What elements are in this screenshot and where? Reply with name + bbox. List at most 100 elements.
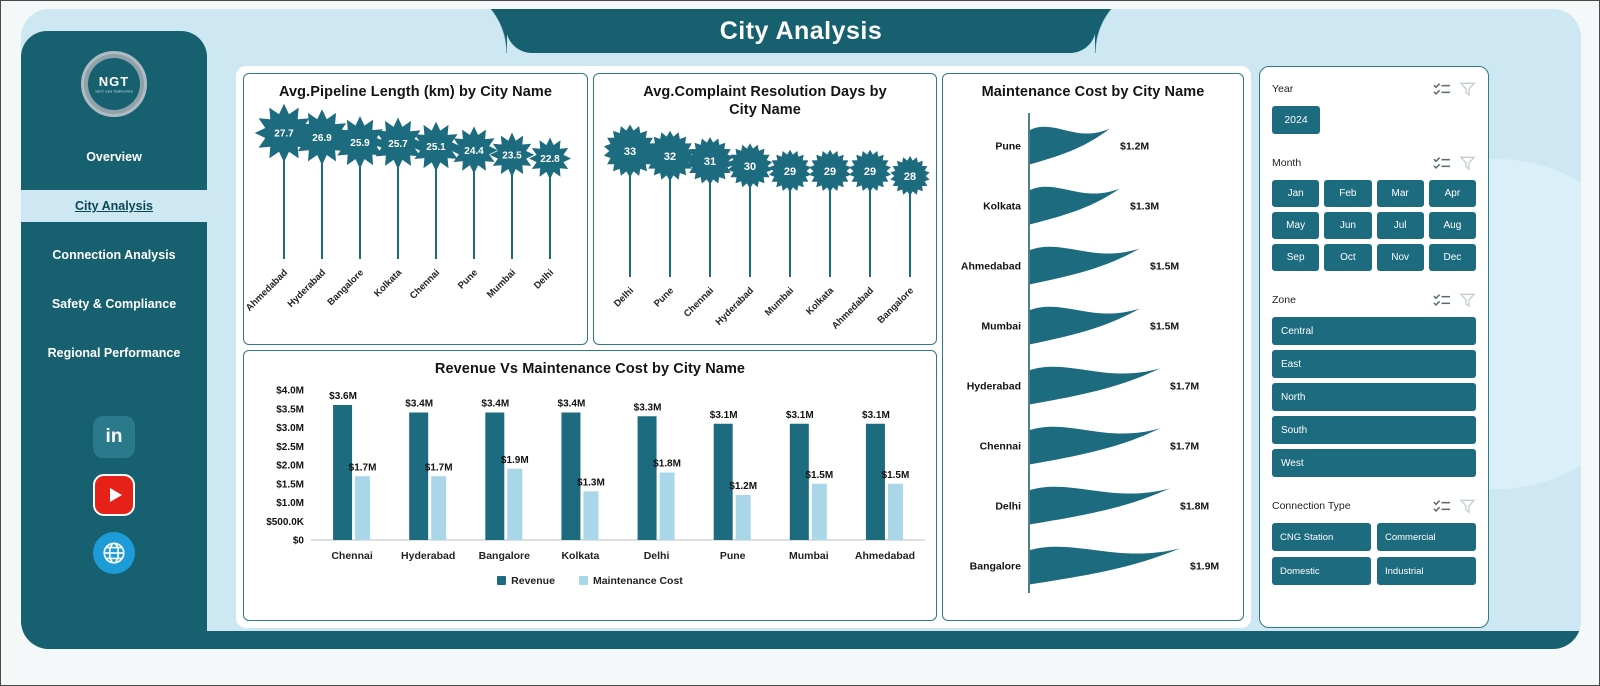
clear-filter-icon[interactable] — [1459, 155, 1476, 171]
y-tick-label: $1.0M — [276, 498, 304, 509]
value-label: $1.7M — [1170, 441, 1199, 453]
youtube-icon[interactable] — [93, 474, 135, 516]
maintenance-label: $1.7M — [349, 462, 377, 473]
linkedin-icon[interactable]: in — [93, 416, 135, 458]
month-option-sep[interactable]: Sep — [1272, 244, 1320, 271]
connection_type-option-domestic[interactable]: Domestic — [1272, 557, 1371, 585]
month-option-jan[interactable]: Jan — [1272, 180, 1320, 207]
star-marker[interactable] — [294, 109, 350, 166]
connection_type-option-commercial[interactable]: Commercial — [1377, 523, 1476, 551]
maintenance-bar[interactable] — [583, 491, 599, 541]
burst-marker[interactable] — [890, 156, 930, 197]
burst-marker[interactable] — [727, 143, 773, 189]
burst-marker[interactable] — [769, 149, 811, 193]
maintenance-bar[interactable] — [811, 483, 827, 541]
category-label: Ahmedabad — [961, 261, 1021, 273]
burst-marker[interactable] — [686, 137, 734, 186]
month-option-oct[interactable]: Oct — [1324, 244, 1372, 271]
maintenance-bar[interactable] — [431, 476, 447, 541]
clear-filter-icon[interactable] — [1459, 292, 1476, 308]
multi-select-icon[interactable] — [1432, 498, 1451, 514]
maintenance-label: $1.8M — [653, 459, 681, 470]
zone-option-central[interactable]: Central — [1272, 317, 1476, 345]
multi-select-icon[interactable] — [1432, 81, 1451, 97]
month-option-jul[interactable]: Jul — [1376, 212, 1424, 239]
zone-option-east[interactable]: East — [1272, 350, 1476, 378]
revenue-label: $3.6M — [329, 391, 357, 402]
revenue-label: $3.4M — [558, 399, 586, 410]
month-option-nov[interactable]: Nov — [1376, 244, 1424, 271]
zone-option-west[interactable]: West — [1272, 449, 1476, 477]
revenue-bar[interactable] — [561, 412, 581, 541]
zone-option-south[interactable]: South — [1272, 416, 1476, 444]
maintenance-cost-title: Maintenance Cost by City Name — [981, 84, 1205, 100]
month-option-may[interactable]: May — [1272, 212, 1320, 239]
star-marker[interactable] — [529, 137, 571, 180]
revenue-bar[interactable] — [865, 423, 885, 541]
category-label: Delhi — [644, 550, 670, 562]
revenue-bar[interactable] — [409, 412, 429, 541]
revenue-bar[interactable] — [485, 412, 505, 541]
month-option-apr[interactable]: Apr — [1428, 180, 1476, 207]
maintenance-bar[interactable] — [659, 472, 675, 541]
multi-select-icon[interactable] — [1432, 155, 1451, 171]
connection_type-option-industrial[interactable]: Industrial — [1377, 557, 1476, 585]
maintenance-bar[interactable] — [735, 495, 751, 541]
sidebar-nav: Overview City Analysis Connection Analysis… — [21, 141, 207, 386]
maintenance-label: $1.3M — [577, 477, 605, 488]
month-option-jun[interactable]: Jun — [1324, 212, 1372, 239]
revenue-bar[interactable] — [333, 405, 353, 541]
burst-marker[interactable] — [809, 149, 851, 193]
maintenance-label: $1.9M — [501, 455, 529, 466]
revenue-bar[interactable] — [713, 423, 733, 541]
burst-marker[interactable] — [603, 124, 657, 178]
value-label: $1.5M — [1150, 261, 1179, 273]
category-label: Pune — [995, 141, 1021, 153]
sidebar-item-city-analysis[interactable]: City Analysis — [21, 190, 207, 222]
star-marker[interactable] — [333, 116, 387, 169]
legend-item-maintenance-cost[interactable]: Maintenance Cost — [578, 575, 683, 587]
zone-option-north[interactable]: North — [1272, 383, 1476, 411]
maintenance-wave-svg: Pune $1.2M Kolkata $1.3M Ahmedabad $1.5M Mumba… — [961, 113, 1219, 594]
sidebar-item-regional-performance[interactable]: Regional Performance — [47, 346, 181, 360]
wave-shape[interactable] — [1030, 546, 1180, 585]
month-option-feb[interactable]: Feb — [1324, 180, 1372, 207]
sidebar-item-overview[interactable]: Overview — [86, 150, 142, 164]
wave-shape[interactable] — [1030, 246, 1140, 285]
wave-shape[interactable] — [1030, 426, 1160, 465]
star-marker[interactable] — [372, 117, 424, 170]
wave-shape[interactable] — [1030, 486, 1170, 525]
burst-marker[interactable] — [849, 149, 891, 193]
maintenance-bar[interactable] — [355, 476, 371, 541]
clear-filter-icon[interactable] — [1459, 498, 1476, 514]
sidebar-item-safety-compliance[interactable]: Safety & Compliance — [51, 297, 177, 311]
wave-shape[interactable] — [1030, 306, 1140, 345]
year-option-2024[interactable]: 2024 — [1272, 106, 1320, 134]
multi-select-icon[interactable] — [1432, 292, 1451, 308]
legend-item-revenue[interactable]: Revenue — [497, 575, 555, 587]
star-marker[interactable] — [411, 121, 461, 172]
month-filter-label: Month — [1272, 157, 1302, 169]
month-option-dec[interactable]: Dec — [1428, 244, 1476, 271]
month-option-mar[interactable]: Mar — [1376, 180, 1424, 207]
month-option-aug[interactable]: Aug — [1428, 212, 1476, 239]
month-filter: Month Jan Feb Mar Apr May Jun Jul Aug Sep Oct Nov De… — [1272, 155, 1476, 271]
star-marker[interactable] — [254, 103, 314, 163]
wave-shape[interactable] — [1030, 126, 1110, 165]
wave-shape[interactable] — [1030, 366, 1160, 405]
maintenance-bar[interactable] — [507, 468, 523, 541]
value-label: $1.5M — [1150, 321, 1179, 333]
year-filter-label: Year — [1272, 83, 1294, 95]
revenue-bar[interactable] — [789, 423, 809, 541]
globe-icon[interactable] — [93, 532, 135, 574]
wave-shape[interactable] — [1030, 186, 1120, 225]
star-marker[interactable] — [450, 126, 498, 175]
revenue-maintenance-svg: $4.0M $3.5M $3.0M $2.5M $2.0M $1.5M $1.0M $500.… — [266, 386, 925, 562]
sidebar-item-connection-analysis[interactable]: Connection Analysis — [52, 248, 176, 262]
maintenance-bar[interactable] — [887, 483, 903, 541]
revenue-bar[interactable] — [637, 416, 657, 541]
star-marker[interactable] — [489, 132, 535, 178]
connection_type-option-cng-station[interactable]: CNG Station — [1272, 523, 1371, 551]
burst-marker[interactable] — [645, 131, 695, 182]
clear-filter-icon[interactable] — [1459, 81, 1476, 97]
